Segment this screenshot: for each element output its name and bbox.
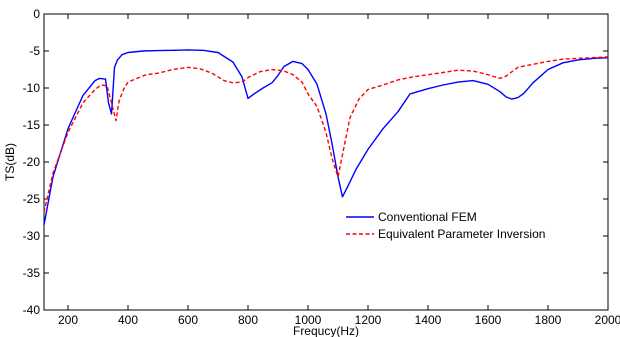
y-tick-label: -20 [23, 155, 41, 169]
y-tick-label: -40 [23, 303, 41, 317]
legend-box [340, 206, 602, 246]
x-tick-label: 600 [178, 313, 198, 327]
y-tick-label: 0 [33, 7, 40, 21]
x-tick-label: 400 [118, 313, 138, 327]
y-tick-label: -5 [29, 44, 40, 58]
x-tick-label: 2000 [595, 313, 620, 327]
y-tick-label: -10 [23, 81, 41, 95]
plot-area-frame [43, 13, 609, 311]
y-tick-label: -25 [23, 192, 41, 206]
legend-label-conventional-fem: Conventional FEM [378, 210, 477, 224]
x-tick-label: 800 [238, 313, 258, 327]
series-line-conventional-fem [43, 49, 609, 226]
y-tick-label: -15 [23, 118, 41, 132]
axis-ticks: 200 400 600 800 1000 1200 1400 1600 1800 2000 0 -5 -… [23, 7, 620, 327]
y-axis-label: TS(dB) [3, 143, 17, 181]
x-tick-label: 1800 [535, 313, 562, 327]
x-axis-label: Frequcy(Hz) [293, 324, 359, 337]
x-tick-label: 1000 [295, 313, 322, 327]
x-tick-label: 200 [58, 313, 78, 327]
series-lines [43, 49, 609, 226]
legend-label-equivalent-parameter-inversion: Equivalent Parameter Inversion [378, 227, 545, 241]
x-tick-label: 1600 [475, 313, 502, 327]
legend: Conventional FEM Equivalent Parameter In… [340, 206, 602, 246]
y-tick-label: -35 [23, 266, 41, 280]
x-tick-label: 1200 [355, 313, 382, 327]
series-line-equivalent-parameter-inversion [43, 56, 609, 213]
y-tick-label: -30 [23, 229, 41, 243]
x-tick-label: 1400 [415, 313, 442, 327]
